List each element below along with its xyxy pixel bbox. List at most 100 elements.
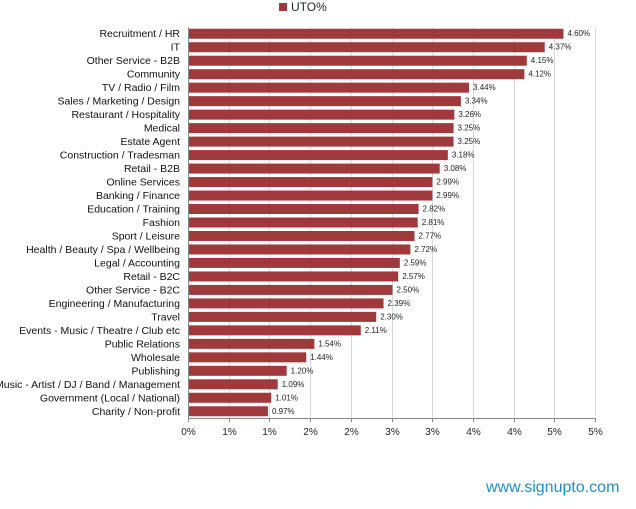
category-label: Charity / Non-profit <box>92 406 180 418</box>
bar <box>189 311 377 322</box>
data-label: 4.60% <box>567 29 590 38</box>
bar <box>189 150 448 161</box>
bar <box>189 136 454 147</box>
category-label: Music - Artist / DJ / Band / Management <box>0 379 180 391</box>
category-label: Construction / Tradesman <box>60 150 180 162</box>
bar <box>189 177 433 188</box>
data-label: 2.57% <box>402 272 425 281</box>
data-label: 4.15% <box>531 56 554 65</box>
bar <box>189 69 525 80</box>
data-label: 3.18% <box>452 151 475 160</box>
data-label: 4.12% <box>528 70 551 79</box>
bar <box>189 82 470 93</box>
bar <box>189 96 461 107</box>
category-label: Banking / Finance <box>96 190 180 202</box>
bar <box>189 392 272 403</box>
data-label: 1.20% <box>291 366 314 375</box>
bar <box>189 365 287 376</box>
x-tick-label: 3% <box>425 427 440 438</box>
bar <box>189 230 415 241</box>
bar <box>189 123 454 134</box>
data-label: 1.01% <box>275 393 298 402</box>
category-label: Events - Music / Theatre / Club etc <box>19 325 180 337</box>
category-label: Estate Agent <box>120 136 180 148</box>
bar <box>189 28 564 39</box>
category-label: Sales / Marketing / Design <box>57 96 180 108</box>
category-label: Sport / Leisure <box>112 230 180 242</box>
data-label: 3.44% <box>473 83 496 92</box>
bar <box>189 406 268 417</box>
data-label: 2.72% <box>414 245 437 254</box>
x-tick-label: 4% <box>466 427 481 438</box>
category-label: Government (Local / National) <box>40 392 180 404</box>
category-label: TV / Radio / Film <box>102 82 180 94</box>
bar <box>189 190 433 201</box>
bar <box>189 325 361 336</box>
category-label: Restaurant / Hospitality <box>71 109 180 121</box>
legend-label: UTO% <box>291 0 327 14</box>
category-label: Travel <box>151 311 180 323</box>
legend: UTO% <box>279 0 327 14</box>
data-label: 2.30% <box>380 312 403 321</box>
x-tick-label: 2% <box>303 427 318 438</box>
x-tick-label: 1% <box>222 427 237 438</box>
category-label: Recruitment / HR <box>99 28 180 40</box>
category-label: Online Services <box>106 177 180 189</box>
data-label: 2.99% <box>436 178 459 187</box>
bar <box>189 204 419 215</box>
category-label: IT <box>171 42 181 54</box>
x-tick-label: 4% <box>507 427 522 438</box>
bar <box>189 109 455 120</box>
data-label: 0.97% <box>272 407 295 416</box>
data-label: 3.34% <box>465 97 488 106</box>
category-label: Education / Training <box>87 204 180 216</box>
bar <box>189 352 307 363</box>
category-label: Other Service - B2C <box>86 284 180 296</box>
category-label: Publishing <box>132 365 181 377</box>
x-tick-label: 5% <box>588 427 603 438</box>
bar <box>189 163 440 174</box>
legend-swatch <box>279 3 287 11</box>
bar <box>189 55 527 66</box>
category-label: Community <box>127 69 181 81</box>
category-label: Retail - B2C <box>123 271 180 283</box>
data-label: 3.25% <box>458 137 481 146</box>
data-label: 1.54% <box>318 339 341 348</box>
category-label: Public Relations <box>105 338 180 350</box>
data-label: 2.77% <box>418 231 441 240</box>
bar <box>189 379 278 390</box>
data-label: 1.44% <box>310 353 333 362</box>
data-label: 2.81% <box>422 218 445 227</box>
category-label: Health / Beauty / Spa / Wellbeing <box>26 244 180 256</box>
category-label: Other Service - B2B <box>87 55 180 67</box>
category-label: Wholesale <box>131 352 180 364</box>
bar <box>189 298 384 309</box>
data-label: 2.50% <box>397 285 420 294</box>
data-label: 1.09% <box>282 380 305 389</box>
data-label: 3.08% <box>444 164 467 173</box>
bar <box>189 42 545 53</box>
category-label: Retail - B2B <box>124 163 180 175</box>
x-tick-label: 2% <box>344 427 359 438</box>
bar <box>189 217 418 228</box>
bar <box>189 244 411 255</box>
data-label: 3.26% <box>458 110 481 119</box>
bar <box>189 338 315 349</box>
category-label: Fashion <box>143 217 181 229</box>
bar <box>189 284 393 295</box>
bar <box>189 257 400 268</box>
data-label: 4.37% <box>549 43 572 52</box>
watermark: www.signupto.com <box>486 479 620 496</box>
data-label: 2.39% <box>388 299 411 308</box>
x-tick-label: 0% <box>181 427 196 438</box>
data-label: 2.59% <box>404 258 427 267</box>
data-label: 2.82% <box>423 205 446 214</box>
data-label: 2.99% <box>436 191 459 200</box>
category-label: Medical <box>144 123 180 135</box>
x-tick-label: 5% <box>547 427 562 438</box>
data-label: 2.11% <box>365 326 387 335</box>
category-label: Legal / Accounting <box>94 257 180 269</box>
x-tick-label: 1% <box>262 427 277 438</box>
data-label: 3.25% <box>458 124 481 133</box>
